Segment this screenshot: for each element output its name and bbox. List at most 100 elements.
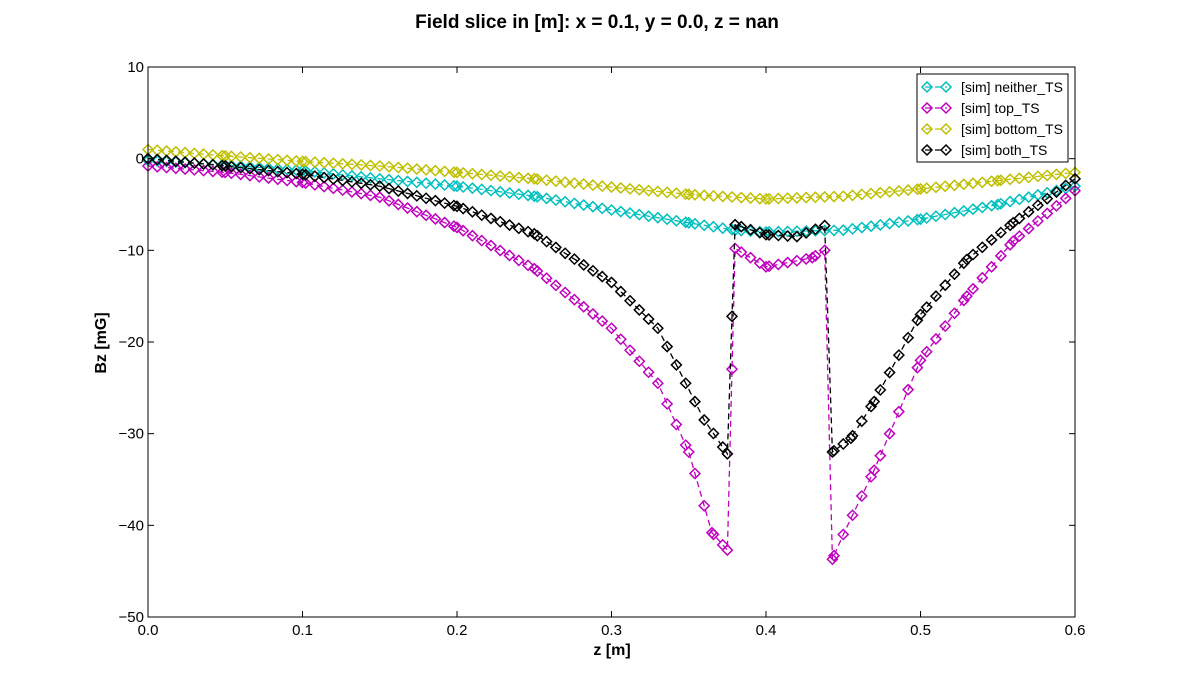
data-point (914, 182, 927, 195)
data-point (985, 175, 998, 188)
data-point (410, 189, 423, 202)
data-point (976, 271, 989, 284)
data-point (271, 165, 284, 178)
data-point (781, 225, 794, 238)
data-point (605, 276, 618, 289)
data-point (438, 216, 451, 229)
data-point (503, 249, 516, 262)
data-point (475, 209, 488, 222)
series-line (147, 165, 1076, 560)
legend-marker (920, 101, 934, 115)
data-point (466, 229, 479, 242)
data-point (920, 301, 933, 314)
legend-item: [sim] neither_TS (920, 79, 1063, 95)
data-point (716, 222, 729, 235)
data-point (401, 162, 414, 175)
data-point (568, 253, 581, 266)
data-point (466, 182, 479, 195)
data-point (914, 308, 927, 321)
data-point (447, 166, 460, 179)
data-point (457, 224, 470, 237)
data-point (976, 176, 989, 189)
data-point (540, 272, 553, 285)
data-point (586, 200, 600, 213)
data-point (355, 158, 368, 171)
data-point (763, 260, 776, 273)
data-point (651, 185, 664, 198)
data-point (1013, 212, 1026, 225)
data-point (633, 183, 646, 196)
data-point (753, 257, 766, 270)
data-point (336, 174, 349, 187)
data-point (512, 171, 525, 184)
data-point (960, 253, 973, 266)
data-point (299, 168, 312, 181)
data-point (151, 160, 164, 173)
data-point (1013, 172, 1026, 185)
data-point (670, 358, 683, 371)
data-point (188, 163, 201, 176)
data-point (633, 208, 646, 221)
data-point (661, 213, 674, 226)
data-point (318, 180, 331, 193)
data-point (818, 244, 831, 257)
data-point (661, 397, 674, 410)
data-point (883, 366, 896, 379)
data-point (364, 189, 377, 202)
data-point (528, 227, 541, 240)
data-point (392, 198, 405, 211)
data-point (781, 192, 794, 205)
data-point (605, 322, 618, 335)
data-point (772, 258, 785, 271)
data-point (475, 168, 488, 181)
data-point (318, 171, 331, 184)
x-tick-label: 0.1 (292, 622, 313, 639)
data-point (253, 152, 266, 165)
data-point (475, 234, 488, 247)
data-point (735, 246, 748, 259)
data-point (262, 164, 275, 177)
x-tick-label: 0.5 (910, 622, 931, 639)
x-tick-label: 0.3 (601, 622, 622, 639)
data-point (721, 544, 734, 557)
data-point (308, 178, 321, 191)
data-point (763, 228, 776, 241)
data-point (531, 190, 544, 203)
data-point (568, 197, 581, 210)
data-point (809, 223, 822, 236)
data-point (253, 163, 266, 176)
data-point (559, 247, 572, 260)
data-point (725, 363, 739, 376)
data-point (855, 221, 868, 234)
data-point (651, 377, 664, 390)
data-point (531, 229, 544, 242)
data-point (874, 449, 887, 462)
data-point (457, 202, 470, 215)
data-point (596, 270, 609, 283)
data-point (818, 219, 831, 232)
data-point (296, 168, 309, 181)
data-point (883, 427, 896, 440)
data-point (197, 157, 210, 171)
series-line (147, 148, 1076, 200)
data-point (855, 415, 868, 428)
data-point (596, 202, 609, 215)
data-point (633, 303, 646, 316)
data-point (623, 344, 637, 357)
data-point (382, 173, 396, 186)
data-point (892, 216, 905, 229)
data-point (549, 241, 562, 254)
data-point (957, 294, 970, 307)
data-point (651, 211, 664, 224)
data-point (382, 194, 396, 207)
data-point (225, 160, 238, 173)
series--sim-both-ts (141, 152, 1082, 460)
data-point (429, 178, 442, 191)
data-point (790, 191, 803, 204)
data-point (382, 160, 396, 173)
data-point (688, 467, 701, 480)
data-point (827, 444, 841, 457)
data-point (169, 155, 182, 168)
data-point (373, 159, 386, 173)
legend-item: [sim] both_TS (920, 142, 1047, 158)
